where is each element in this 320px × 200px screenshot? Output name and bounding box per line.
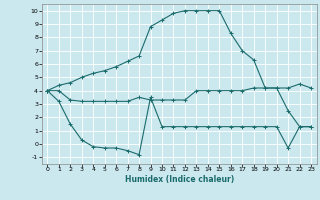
X-axis label: Humidex (Indice chaleur): Humidex (Indice chaleur) — [124, 175, 234, 184]
